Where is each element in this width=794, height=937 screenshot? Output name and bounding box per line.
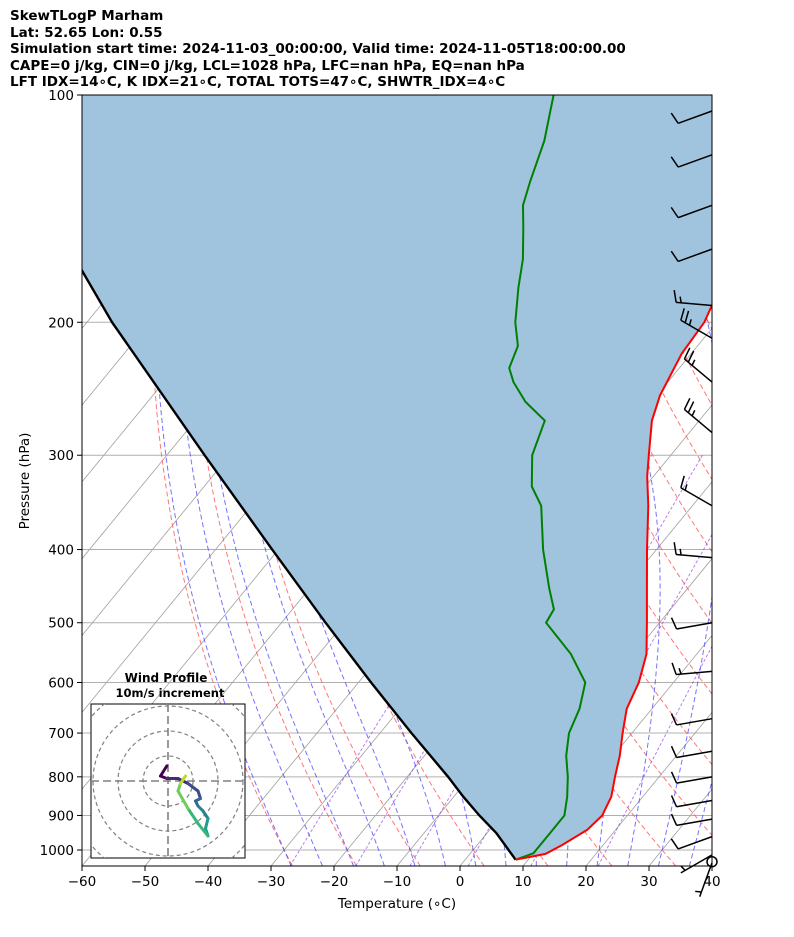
dewpoint-profile-line — [508, 95, 587, 861]
wind-barb — [670, 835, 713, 850]
wind-barb — [670, 771, 713, 784]
hodograph-segment — [179, 774, 187, 785]
hodograph-title: Wind Profile — [125, 671, 208, 685]
x-tick-label: 40 — [703, 874, 720, 890]
isotherm-line — [711, 865, 712, 866]
dry-adiabat — [784, 95, 794, 866]
dry-adiabat — [751, 95, 794, 866]
y-tick-label: 800 — [48, 770, 74, 786]
cape-cin-shading — [82, 95, 712, 860]
y-tick-label: 100 — [48, 88, 74, 104]
wind-barb — [680, 854, 713, 874]
moist-adiabat — [720, 95, 794, 866]
wind-barb — [670, 713, 713, 726]
hodograph-segment — [186, 782, 200, 793]
chart-header: SkewTLogP Marham Lat: 52.65 Lon: 0.55 Si… — [10, 8, 626, 91]
wind-barb — [680, 308, 713, 339]
wind-barb — [671, 662, 713, 676]
isotherm-line — [775, 95, 794, 866]
y-tick-label: 600 — [48, 676, 74, 692]
wind-barb — [670, 813, 713, 827]
axes-layer: −60 −50 −40 −30 −20 −10 0 10 20 30 40 1000 900 800 700… — [40, 88, 721, 890]
wind-barbs-layer — [670, 110, 718, 897]
y-axis-label: Pressure (hPa) — [17, 433, 33, 530]
indices-line-2: LFT IDX=14∘C, K IDX=21∘C, TOTAL TOTS=47∘… — [10, 74, 506, 90]
hodograph-segment — [204, 817, 210, 830]
x-axis-label: Temperature (∘C) — [337, 896, 456, 912]
wind-barb — [683, 398, 713, 434]
wind-barb — [673, 289, 713, 307]
mixing-ratio-line — [597, 645, 712, 866]
chart-title: SkewTLogP Marham — [10, 8, 164, 24]
x-tick-label: 0 — [456, 874, 465, 890]
wind-barb — [683, 347, 713, 383]
y-tick-label: 700 — [48, 726, 74, 742]
x-tick-label: −10 — [383, 874, 412, 890]
moist-adiabat — [155, 95, 292, 866]
wind-barb — [670, 248, 713, 263]
y-tick-label: 300 — [48, 448, 74, 464]
wind-barb — [670, 617, 713, 630]
dry-adiabat — [457, 95, 712, 695]
hodograph-segment — [159, 764, 169, 778]
x-tick-label: 10 — [514, 874, 531, 890]
wind-barb — [695, 862, 713, 897]
x-tick-label: −20 — [320, 874, 349, 890]
x-tick-label: 20 — [577, 874, 594, 890]
times-line: Simulation start time: 2024-11-03_00:00:… — [10, 41, 626, 57]
y-tick-label: 500 — [48, 616, 74, 632]
x-tick-label: −30 — [257, 874, 286, 890]
mixing-ratio-line — [289, 454, 547, 866]
hodograph-inset: Wind Profile 10m/s increment — [90, 671, 246, 859]
y-tick-label: 900 — [48, 808, 74, 824]
wind-barb — [670, 795, 713, 808]
wind-barb — [680, 475, 713, 507]
x-tick-label: −60 — [68, 874, 97, 890]
y-tick-label: 200 — [48, 315, 74, 331]
wind-barb — [670, 154, 713, 168]
isotherm-line — [522, 634, 712, 866]
y-tick-label: 400 — [48, 543, 74, 559]
indices-line-1: CAPE=0 j/kg, CIN=0 j/kg, LCL=1028 hPa, L… — [10, 57, 525, 74]
isotherm-line — [585, 711, 712, 866]
hodograph-segment — [176, 789, 190, 810]
hodograph-segment — [186, 807, 200, 825]
dry-adiabat — [150, 95, 293, 866]
temperature-profile-line — [515, 302, 712, 861]
hodograph-segment — [196, 822, 210, 838]
moist-adiabat — [243, 95, 416, 866]
wind-barb — [673, 542, 713, 559]
hodograph-subtitle: 10m/s increment — [116, 686, 225, 700]
profile-layer — [82, 95, 712, 861]
x-tick-label: −40 — [194, 874, 223, 890]
wind-barb — [670, 745, 713, 759]
wind-barb — [670, 110, 713, 125]
parcel-profile-line — [82, 268, 517, 861]
wind-barb — [670, 204, 713, 219]
x-tick-label: −50 — [131, 874, 160, 890]
hodograph-segment — [201, 809, 210, 820]
y-tick-label: 1000 — [40, 843, 74, 859]
x-tick-label: 30 — [640, 874, 657, 890]
isotherm-line — [82, 95, 85, 99]
dry-adiabat — [719, 95, 794, 866]
moist-adiabat — [219, 95, 385, 866]
location-line: Lat: 52.65 Lon: 0.55 — [10, 24, 163, 41]
